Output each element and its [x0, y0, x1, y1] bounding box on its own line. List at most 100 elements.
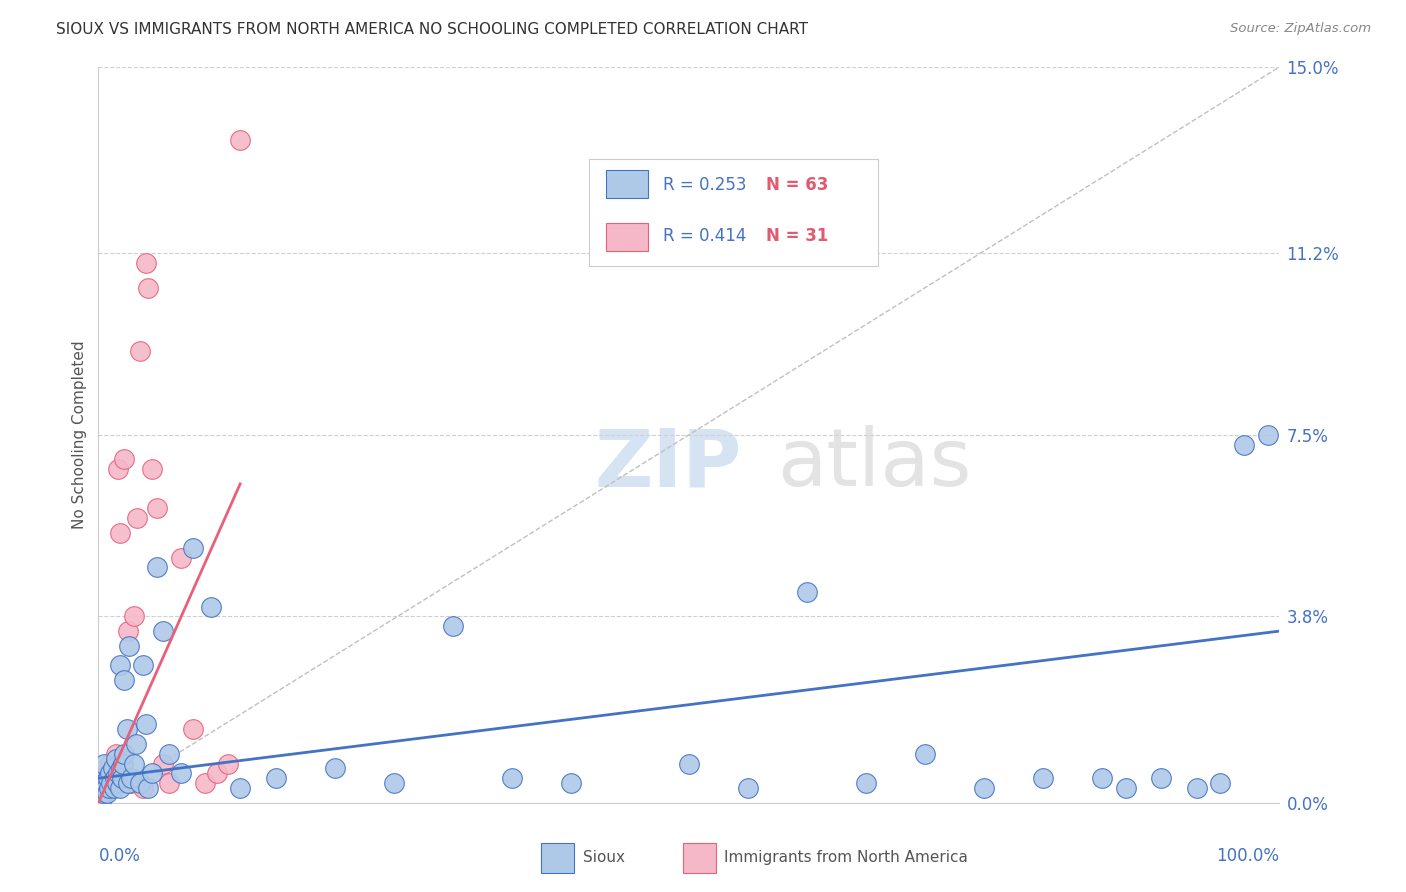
- Point: [91, 771, 114, 786]
- Point: [108, 781, 131, 796]
- Point: [105, 747, 128, 761]
- Point: [146, 560, 169, 574]
- Point: [110, 762, 132, 776]
- Point: [121, 776, 143, 790]
- Text: Source: ZipAtlas.com: Source: ZipAtlas.com: [1230, 22, 1371, 36]
- Point: [117, 624, 139, 639]
- Point: [855, 776, 877, 790]
- Point: [107, 462, 129, 476]
- Y-axis label: No Schooling Completed: No Schooling Completed: [72, 341, 87, 529]
- Point: [91, 791, 114, 805]
- Point: [101, 762, 124, 776]
- Point: [132, 781, 155, 796]
- Point: [108, 658, 131, 673]
- FancyBboxPatch shape: [606, 170, 648, 198]
- Point: [229, 781, 252, 796]
- Point: [141, 766, 163, 780]
- Point: [90, 781, 112, 796]
- Point: [90, 791, 112, 805]
- Point: [914, 747, 936, 761]
- Point: [104, 762, 127, 776]
- Text: Immigrants from North America: Immigrants from North America: [724, 850, 969, 865]
- Text: ZIP: ZIP: [595, 425, 742, 503]
- Point: [152, 756, 174, 771]
- Point: [157, 776, 180, 790]
- Point: [181, 723, 204, 737]
- Point: [264, 771, 287, 786]
- Point: [91, 786, 114, 800]
- FancyBboxPatch shape: [541, 843, 575, 872]
- Text: N = 31: N = 31: [766, 227, 828, 245]
- Point: [132, 658, 155, 673]
- Point: [382, 776, 405, 790]
- Point: [117, 776, 139, 790]
- Point: [737, 781, 759, 796]
- Point: [128, 344, 150, 359]
- Point: [170, 550, 193, 565]
- Point: [94, 776, 117, 790]
- Point: [1115, 781, 1137, 796]
- Point: [157, 747, 180, 761]
- Point: [1150, 771, 1173, 786]
- Point: [501, 771, 523, 786]
- Point: [194, 776, 217, 790]
- Point: [98, 756, 121, 771]
- Point: [98, 766, 121, 780]
- Point: [200, 599, 222, 614]
- Point: [104, 771, 127, 786]
- Point: [1185, 781, 1208, 796]
- Text: atlas: atlas: [778, 425, 972, 503]
- FancyBboxPatch shape: [606, 223, 648, 251]
- Point: [105, 776, 128, 790]
- Point: [560, 776, 582, 790]
- Point: [122, 756, 145, 771]
- Text: 100.0%: 100.0%: [1216, 847, 1279, 865]
- Point: [101, 771, 124, 786]
- Point: [108, 525, 131, 540]
- Point: [217, 756, 239, 771]
- Point: [136, 281, 159, 295]
- Point: [112, 747, 135, 761]
- Text: Sioux: Sioux: [582, 850, 624, 865]
- Point: [323, 762, 346, 776]
- Point: [122, 609, 145, 624]
- Text: R = 0.253: R = 0.253: [664, 176, 747, 194]
- Point: [973, 781, 995, 796]
- Point: [678, 756, 700, 771]
- Point: [118, 639, 141, 653]
- Point: [152, 624, 174, 639]
- Point: [125, 737, 148, 751]
- Point: [105, 751, 128, 765]
- Point: [112, 673, 135, 688]
- Point: [141, 462, 163, 476]
- Text: 0.0%: 0.0%: [98, 847, 141, 865]
- Point: [1091, 771, 1114, 786]
- Point: [441, 619, 464, 633]
- Point: [128, 776, 150, 790]
- Point: [1209, 776, 1232, 790]
- FancyBboxPatch shape: [589, 159, 877, 266]
- Point: [93, 786, 115, 800]
- Point: [111, 771, 134, 786]
- Point: [94, 781, 117, 796]
- Point: [93, 776, 115, 790]
- Point: [1257, 427, 1279, 442]
- Point: [121, 771, 143, 786]
- Point: [181, 541, 204, 555]
- Point: [103, 781, 125, 796]
- Point: [107, 766, 129, 780]
- Point: [97, 766, 120, 780]
- FancyBboxPatch shape: [683, 843, 716, 872]
- Point: [115, 723, 138, 737]
- Point: [796, 585, 818, 599]
- Point: [91, 781, 114, 796]
- Point: [112, 452, 135, 467]
- Point: [135, 256, 157, 270]
- Point: [146, 501, 169, 516]
- Point: [97, 771, 120, 786]
- Text: N = 63: N = 63: [766, 176, 828, 194]
- Point: [1032, 771, 1054, 786]
- Point: [229, 133, 252, 147]
- Point: [1233, 437, 1256, 451]
- Point: [127, 511, 149, 525]
